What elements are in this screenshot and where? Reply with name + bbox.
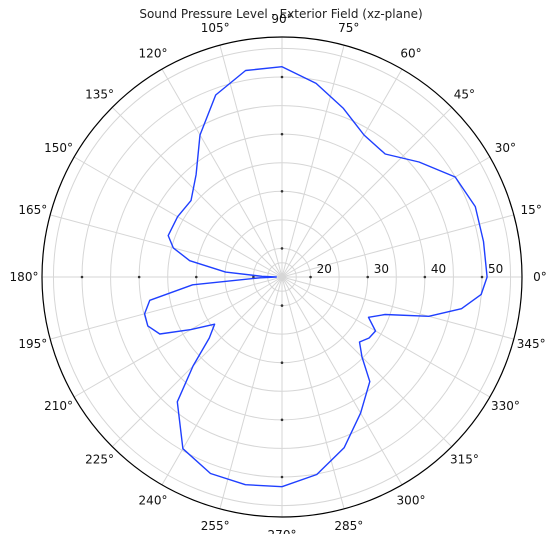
spoke-line <box>111 276 283 448</box>
grid-circle <box>167 162 397 392</box>
spoke-line <box>50 214 283 278</box>
radial-labels: 20 30 40 50 <box>317 262 504 276</box>
spoke-line <box>50 276 283 340</box>
angle-label: 60° <box>400 47 421 61</box>
tick-dot <box>480 275 484 279</box>
angle-label: 180° <box>10 270 39 284</box>
spoke-line <box>219 45 283 278</box>
spoke-line <box>281 45 345 278</box>
spoke-line <box>281 276 345 509</box>
spoke-line <box>219 276 283 509</box>
angle-label: 270° <box>268 528 297 534</box>
radial-label: 40 <box>431 262 446 276</box>
spoke-line <box>281 276 453 448</box>
tick-dot <box>137 275 141 279</box>
chart-title: Sound Pressure Level - Exterior Field (x… <box>139 7 422 21</box>
angle-label: 240° <box>139 493 168 507</box>
spoke-line <box>281 276 491 398</box>
tick-dot <box>309 275 312 279</box>
angle-label: 15° <box>521 203 542 217</box>
grid-circle <box>52 47 512 507</box>
angle-label: 300° <box>397 493 426 507</box>
tick-dot <box>194 275 198 279</box>
angle-label: 195° <box>18 337 47 351</box>
angle-label: 345° <box>517 337 546 351</box>
angle-label: 75° <box>338 21 359 35</box>
spoke-line <box>281 276 403 486</box>
angle-label: 165° <box>18 203 47 217</box>
tick-dot <box>280 247 284 250</box>
tick-dot <box>280 361 284 365</box>
series-layer <box>143 66 488 488</box>
series-line <box>143 66 488 488</box>
grid-circle <box>224 219 340 335</box>
spoke-line <box>111 106 283 278</box>
angle-label: 225° <box>85 452 114 466</box>
spoke-line <box>281 106 453 278</box>
angle-label: 330° <box>491 399 520 413</box>
tick-dot <box>366 275 370 279</box>
angle-label: 255° <box>201 519 230 533</box>
angle-label: 105° <box>201 21 230 35</box>
angle-labels: 0° 15° 30° 45° 60° 75° 90° 105° 120° 135° 150° 165°… <box>10 12 547 534</box>
polar-grid <box>41 36 523 518</box>
spoke-line <box>281 156 491 278</box>
tick-dot <box>423 275 427 279</box>
outer-circle <box>41 36 523 518</box>
tick-dot <box>80 275 84 279</box>
radial-ticks <box>80 75 484 479</box>
angle-label: 90° <box>271 12 292 26</box>
tick-dot <box>280 304 284 307</box>
angle-label: 120° <box>139 47 168 61</box>
angle-label: 0° <box>533 270 547 284</box>
angle-label: 315° <box>450 452 479 466</box>
tick-dot <box>280 132 284 136</box>
tick-dot <box>280 189 284 193</box>
spoke-line <box>281 68 403 278</box>
radial-label: 20 <box>317 262 332 276</box>
grid-circle <box>110 105 454 449</box>
angle-label: 150° <box>44 141 73 155</box>
radial-label: 30 <box>374 262 389 276</box>
angle-label: 135° <box>85 88 114 102</box>
tick-dot <box>280 75 284 79</box>
spoke-line <box>73 276 283 398</box>
angle-label: 30° <box>495 141 516 155</box>
tick-dot <box>280 475 284 479</box>
tick-dot <box>252 275 255 279</box>
spoke-line <box>161 276 283 486</box>
angle-label: 285° <box>334 519 363 533</box>
tick-dot <box>280 418 284 422</box>
angle-label: 45° <box>454 88 475 102</box>
spoke-line <box>281 276 514 340</box>
radial-label: 50 <box>488 262 503 276</box>
angle-label: 210° <box>44 399 73 413</box>
spoke-line <box>161 68 283 278</box>
